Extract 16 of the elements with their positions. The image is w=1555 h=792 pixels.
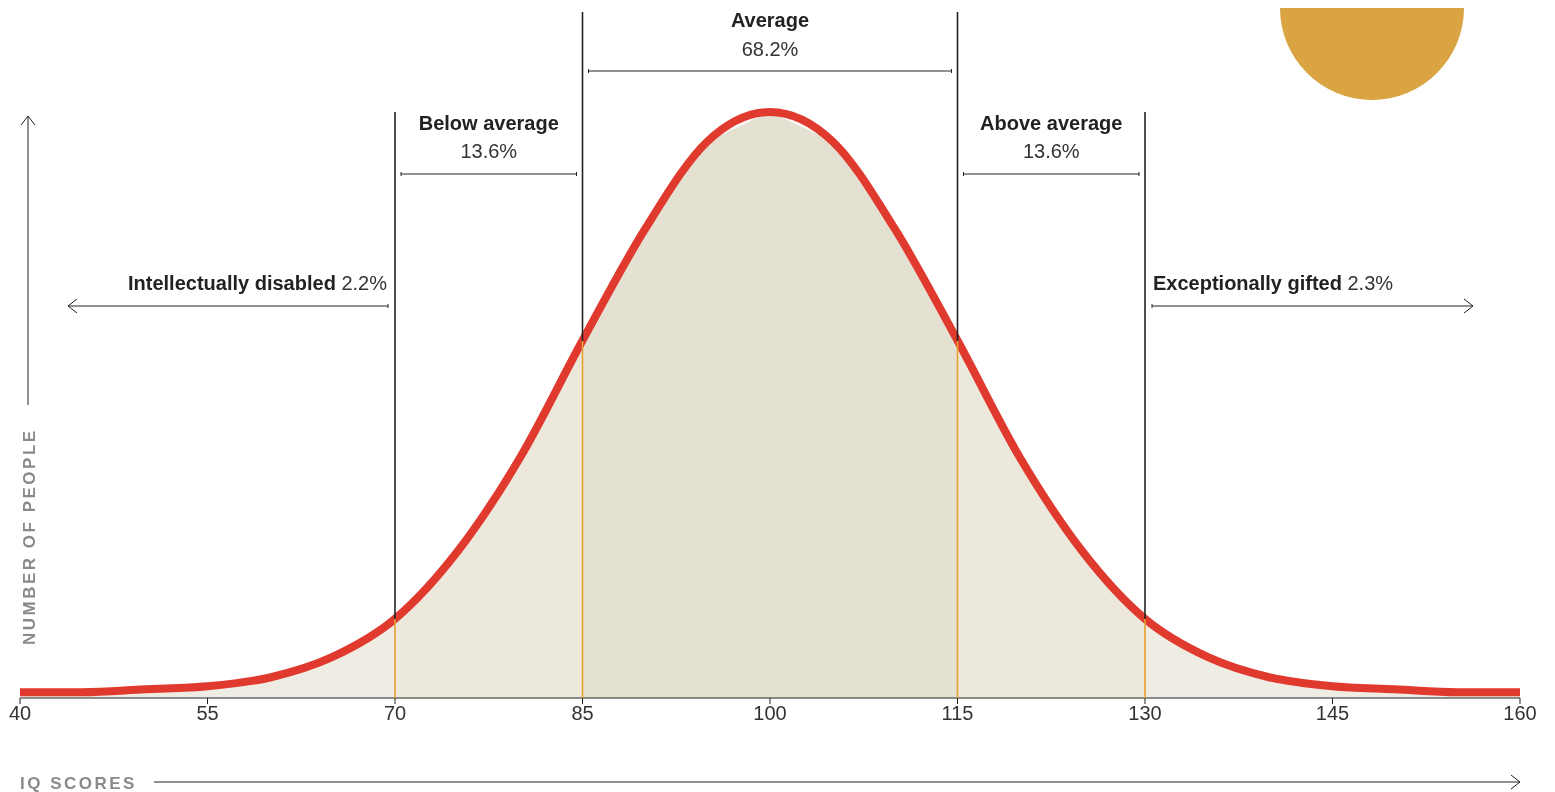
y-axis-title: NUMBER OF PEOPLE bbox=[20, 428, 39, 645]
band-label: Intellectually disabled 2.2% bbox=[128, 272, 388, 294]
x-axis-title: IQ SCORES bbox=[20, 774, 137, 792]
x-tick-label: 70 bbox=[383, 702, 407, 725]
x-tick-label: 100 bbox=[753, 702, 787, 725]
x-tick-label: 55 bbox=[196, 702, 219, 725]
band-label: Below average 13.6% bbox=[418, 112, 559, 162]
x-tick-label: 130 bbox=[1128, 702, 1162, 725]
band-label: Exceptionally gifted 2.3% bbox=[1153, 272, 1394, 294]
band-label: Above average 13.6% bbox=[980, 112, 1123, 162]
x-tick-label: 160 bbox=[1503, 702, 1537, 725]
x-tick-label: 85 bbox=[571, 702, 594, 725]
x-tick-label: 40 bbox=[8, 702, 32, 725]
x-tick-label: 145 bbox=[1315, 702, 1350, 725]
x-tick-label: 115 bbox=[941, 702, 974, 725]
band-label: Average 68.2% bbox=[730, 9, 810, 60]
